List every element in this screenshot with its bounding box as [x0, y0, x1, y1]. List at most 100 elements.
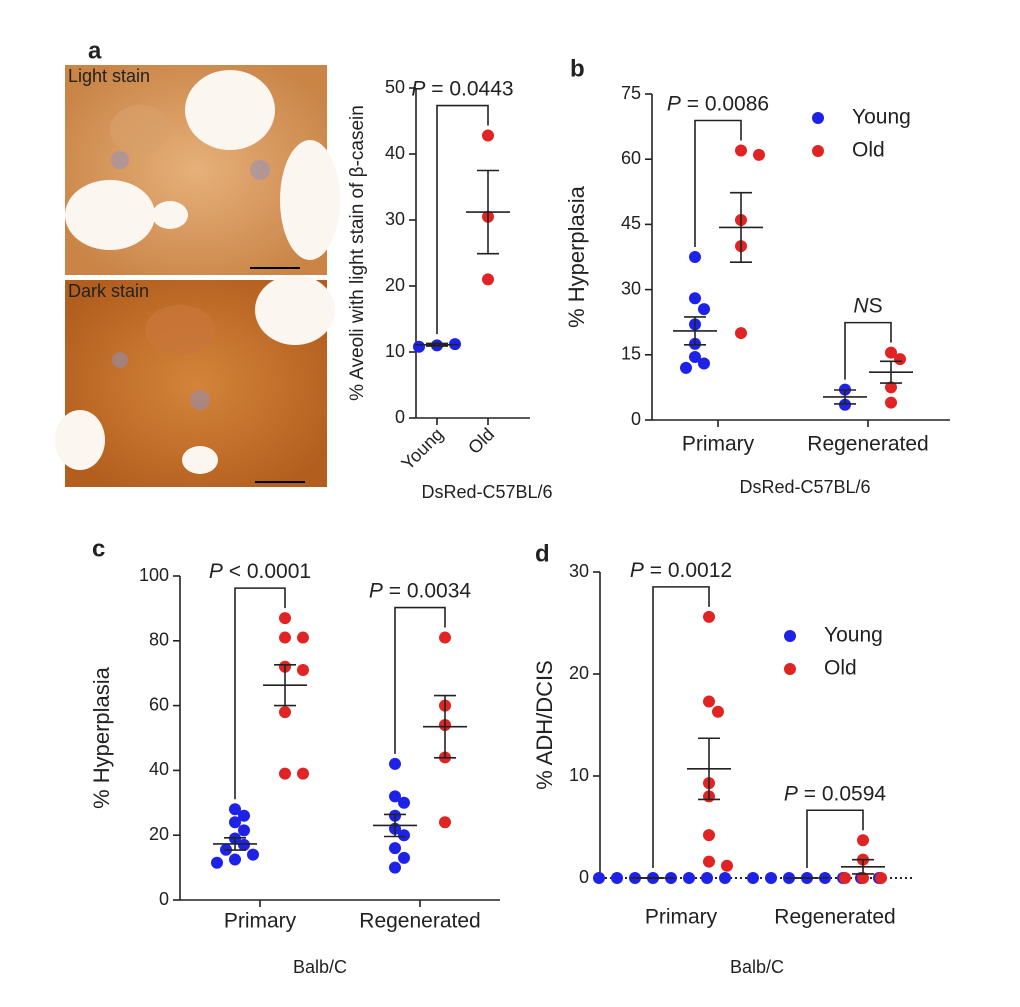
- x-tick-label: Old: [464, 424, 498, 458]
- x-tick-label: Regenerated: [774, 906, 895, 929]
- legend-marker: [812, 145, 824, 157]
- data-point: [703, 610, 715, 623]
- data-point: [857, 872, 869, 884]
- micrograph-label: Light stain: [68, 66, 150, 86]
- y-tick-label: 40: [385, 143, 405, 163]
- data-point: [279, 706, 291, 719]
- legend-marker: [812, 112, 824, 124]
- panel-label: c: [92, 535, 105, 562]
- data-point: [753, 148, 765, 161]
- y-tick-label: 50: [385, 77, 405, 97]
- p-value: P = 0.0086: [667, 92, 769, 115]
- y-tick-label: 100: [139, 565, 169, 585]
- data-point: [229, 816, 241, 829]
- data-point: [247, 848, 259, 861]
- data-point: [735, 327, 747, 340]
- y-tick-label: 20: [149, 824, 169, 844]
- micrograph-light: [65, 65, 340, 275]
- significance-bracket: [806, 809, 864, 868]
- panel-label: d: [535, 540, 550, 567]
- x-axis-label: Balb/C: [293, 957, 347, 977]
- data-point: [894, 353, 906, 366]
- data-point: [747, 872, 759, 884]
- y-tick-label: 75: [621, 83, 641, 103]
- x-tick-label: Regenerated: [359, 910, 480, 933]
- y-tick-label: 15: [621, 344, 641, 364]
- p-value: P = 0.0012: [630, 558, 732, 581]
- significance-bracket: [394, 606, 446, 754]
- significance-bracket: [234, 587, 286, 800]
- panel-label: b: [570, 55, 585, 82]
- p-value: P = 0.0443: [411, 77, 513, 100]
- data-point: [439, 816, 451, 829]
- data-point: [389, 861, 401, 874]
- data-point: [279, 767, 291, 780]
- data-point: [689, 251, 701, 263]
- data-point: [721, 859, 733, 872]
- data-point: [839, 398, 851, 411]
- data-point: [439, 631, 451, 644]
- y-tick-label: 20: [385, 275, 405, 295]
- data-point: [398, 851, 410, 864]
- data-point: [389, 757, 401, 770]
- y-tick-label: 80: [149, 630, 169, 650]
- legend-marker: [784, 630, 796, 642]
- data-point: [703, 855, 715, 868]
- y-axis-label: % Hyperplasia: [564, 185, 589, 328]
- legend-label: Old: [824, 657, 857, 680]
- significance-bracket: [436, 104, 489, 335]
- data-point: [703, 695, 715, 708]
- y-tick-label: 60: [149, 694, 169, 714]
- y-tick-label: 10: [385, 341, 405, 361]
- y-tick-label: 30: [569, 561, 589, 581]
- data-point: [839, 872, 851, 884]
- significance-bracket: [652, 586, 710, 868]
- data-point: [689, 292, 701, 305]
- data-point: [611, 872, 623, 884]
- data-point: [593, 872, 605, 884]
- data-point: [857, 834, 869, 847]
- x-tick-label: Regenerated: [807, 433, 928, 456]
- data-point: [398, 796, 410, 809]
- data-point: [238, 838, 250, 851]
- data-point: [689, 350, 701, 363]
- legend-label: Young: [824, 624, 883, 647]
- data-point: [279, 631, 291, 644]
- panel-label: a: [88, 37, 102, 64]
- data-point: [211, 856, 223, 869]
- data-point: [238, 809, 250, 822]
- data-point: [297, 631, 309, 644]
- p-value: P = 0.0034: [369, 579, 471, 602]
- y-tick-label: 40: [149, 759, 169, 779]
- data-point: [683, 872, 695, 884]
- data-point: [701, 872, 713, 884]
- y-axis-label: % Hyperplasia: [89, 666, 114, 809]
- y-axis-label: % ADH/DCIS: [532, 660, 557, 790]
- x-axis-label: DsRed-C57BL/6: [421, 482, 552, 502]
- y-tick-label: 10: [569, 765, 589, 785]
- data-point: [885, 346, 897, 359]
- significance-bracket: [844, 321, 892, 380]
- data-point: [482, 129, 494, 142]
- data-point: [735, 144, 747, 157]
- data-point: [229, 853, 241, 866]
- p-value: P < 0.0001: [209, 560, 311, 583]
- data-point: [482, 273, 494, 286]
- x-tick-label: Primary: [645, 906, 718, 929]
- data-point: [698, 357, 710, 370]
- data-point: [297, 767, 309, 780]
- y-tick-label: 30: [621, 278, 641, 298]
- x-tick-label: Primary: [224, 910, 297, 933]
- data-point: [680, 361, 692, 374]
- y-tick-label: 0: [631, 409, 641, 429]
- data-point: [398, 829, 410, 842]
- y-tick-label: 45: [621, 213, 641, 233]
- data-point: [765, 872, 777, 884]
- data-point: [238, 824, 250, 837]
- data-point: [389, 790, 401, 803]
- micrograph-label: Dark stain: [68, 281, 149, 301]
- y-tick-label: 0: [579, 867, 589, 887]
- data-point: [413, 340, 425, 353]
